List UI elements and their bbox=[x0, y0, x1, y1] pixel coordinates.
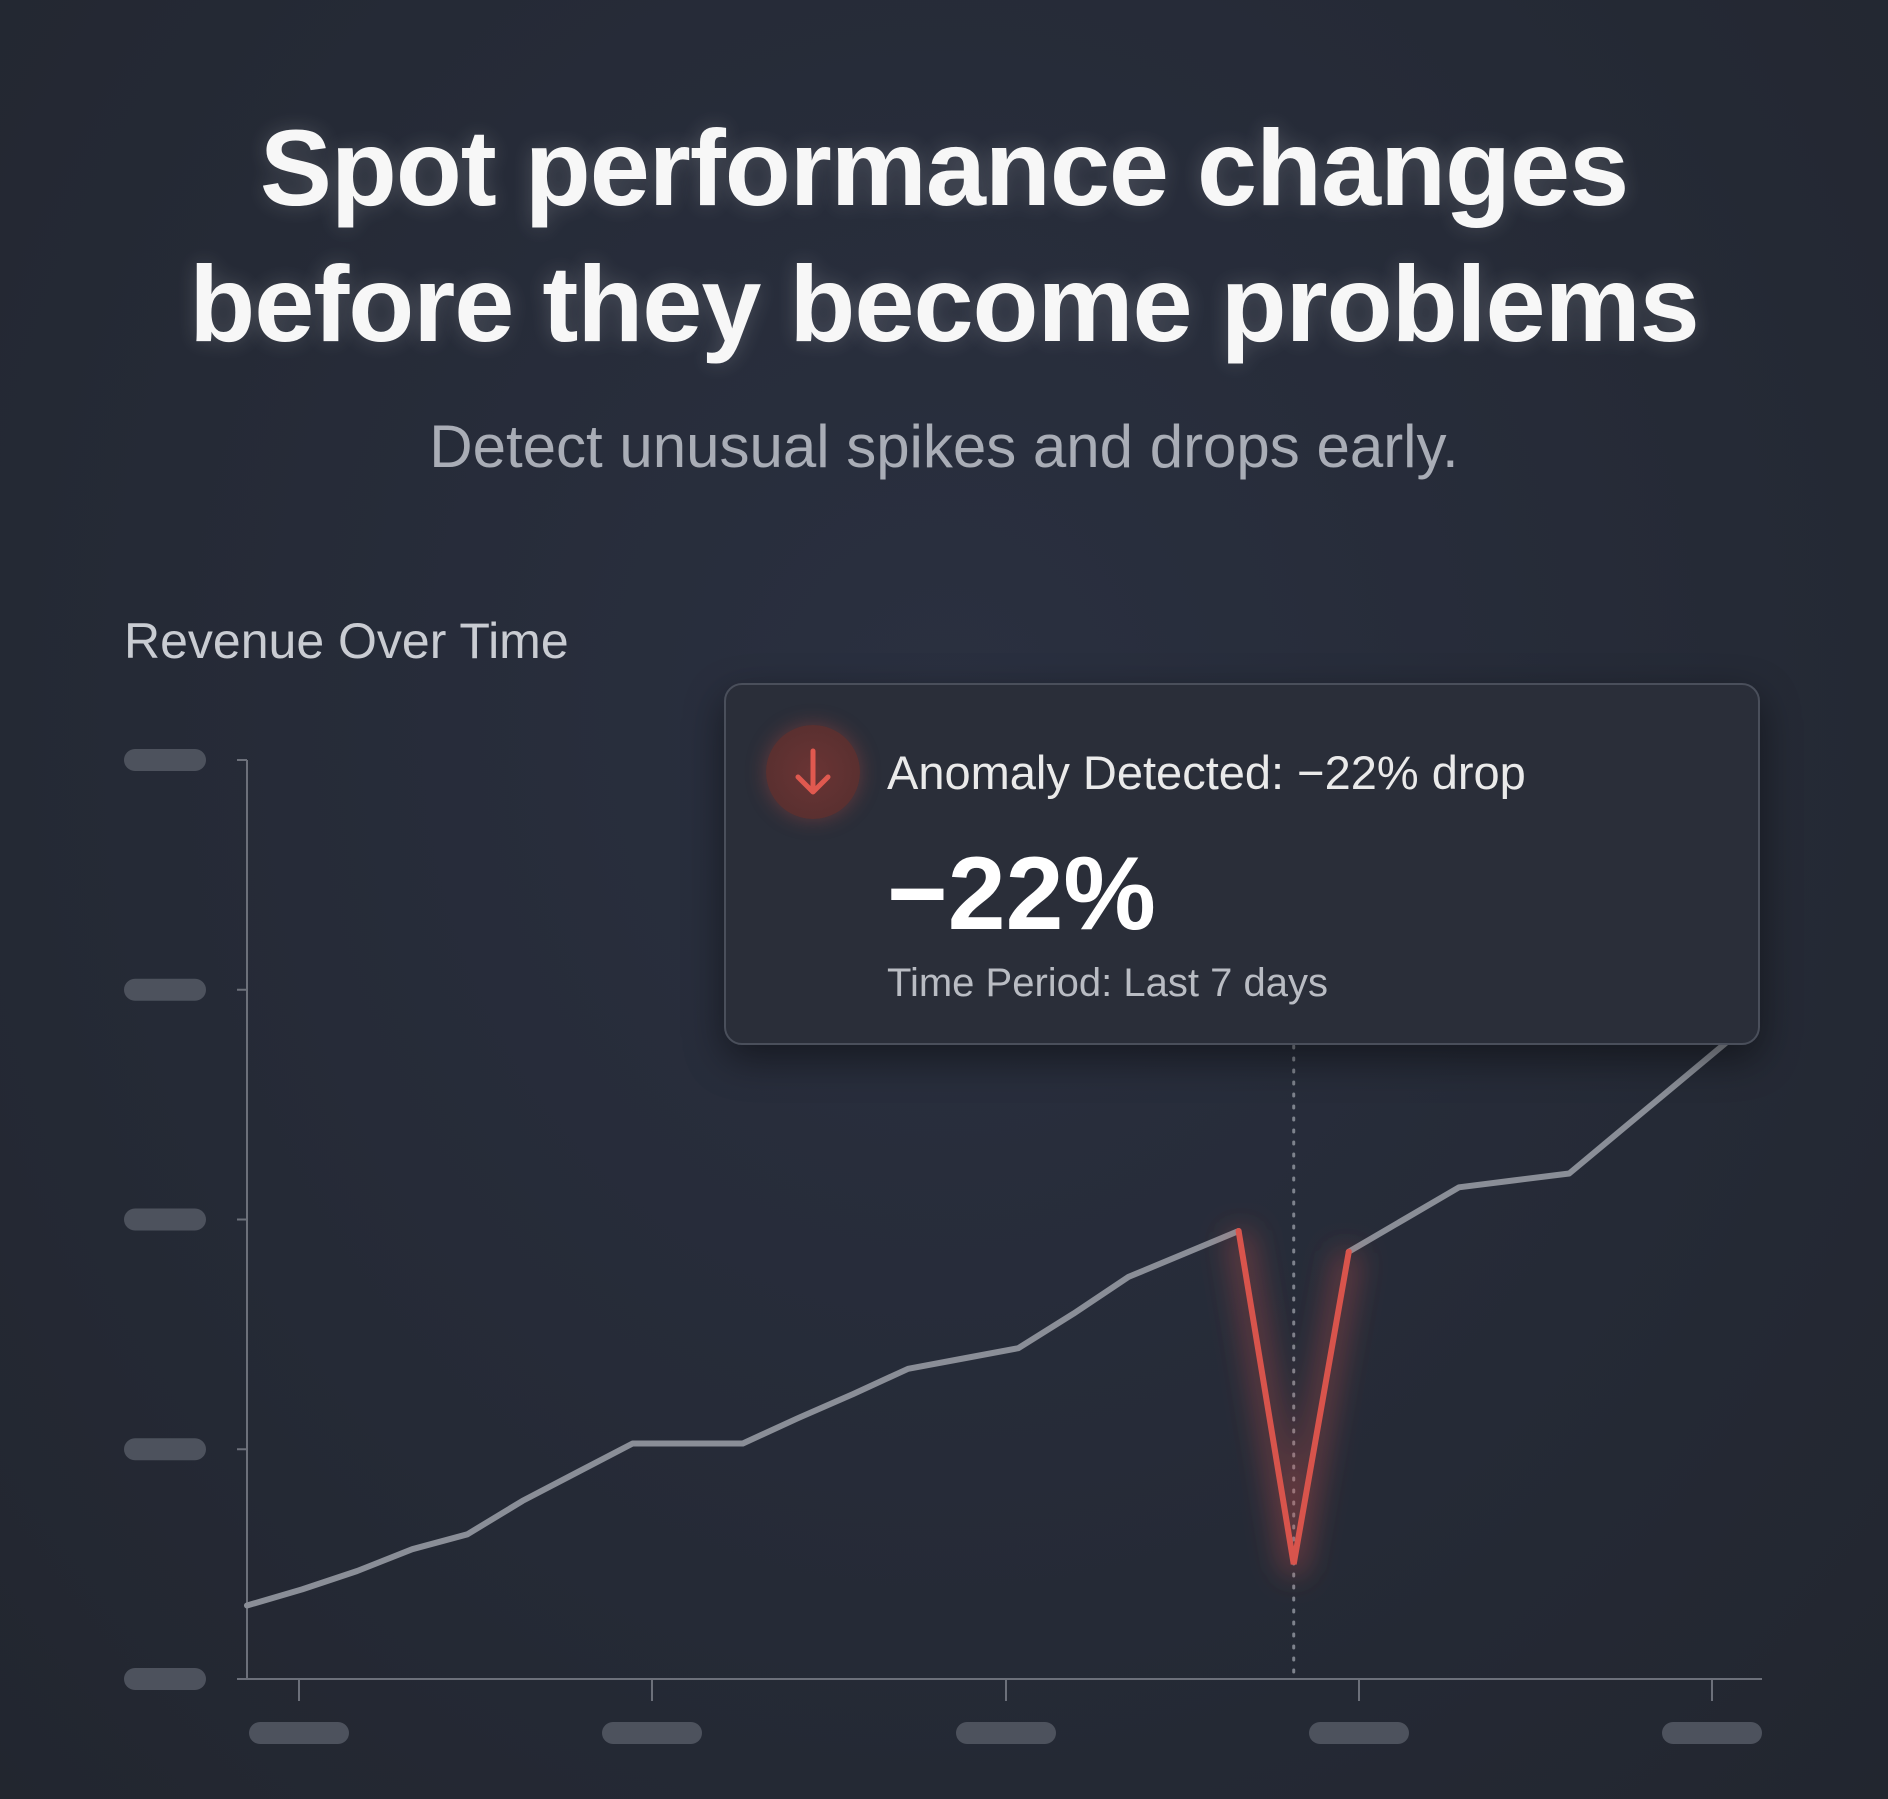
y-tick-label-placeholder bbox=[124, 1208, 206, 1231]
y-tick-label-placeholder bbox=[124, 1438, 206, 1461]
headline-line-1: Spot performance changes bbox=[259, 107, 1629, 228]
subtitle: Detect unusual spikes and drops early. bbox=[429, 413, 1459, 480]
y-tick-label-placeholder bbox=[124, 978, 206, 1001]
x-tick-label-placeholder bbox=[602, 1722, 702, 1744]
time-period: Time Period: Last 7 days bbox=[887, 961, 1328, 1005]
x-tick-label-placeholder bbox=[1309, 1722, 1409, 1744]
headline-line-2: before they become problems bbox=[189, 243, 1699, 364]
anomaly-segment bbox=[1235, 1228, 1352, 1565]
anomaly-callout: Anomaly Detected: −22% drop −22% Time Pe… bbox=[724, 683, 1760, 1045]
x-tick-label-placeholder bbox=[956, 1722, 1056, 1744]
anomaly-glow bbox=[1225, 1228, 1362, 1578]
alert-badge bbox=[766, 725, 860, 819]
arrow-down-icon bbox=[795, 748, 831, 795]
headline: Spot performance changes before they bec… bbox=[0, 100, 1888, 372]
y-tick-label-placeholder bbox=[124, 749, 206, 771]
x-tick-label-placeholder bbox=[249, 1722, 349, 1744]
anomaly-value: −22% bbox=[887, 836, 1156, 952]
anomaly-label: Anomaly Detected: −22% drop bbox=[887, 746, 1526, 799]
series-line-before-anomaly bbox=[244, 1228, 1242, 1609]
series-line-after-anomaly bbox=[1345, 1032, 1738, 1255]
y-tick-label-placeholder bbox=[124, 1668, 206, 1690]
x-tick-label-placeholder bbox=[1662, 1722, 1762, 1744]
chart-title: Revenue Over Time bbox=[124, 613, 569, 669]
